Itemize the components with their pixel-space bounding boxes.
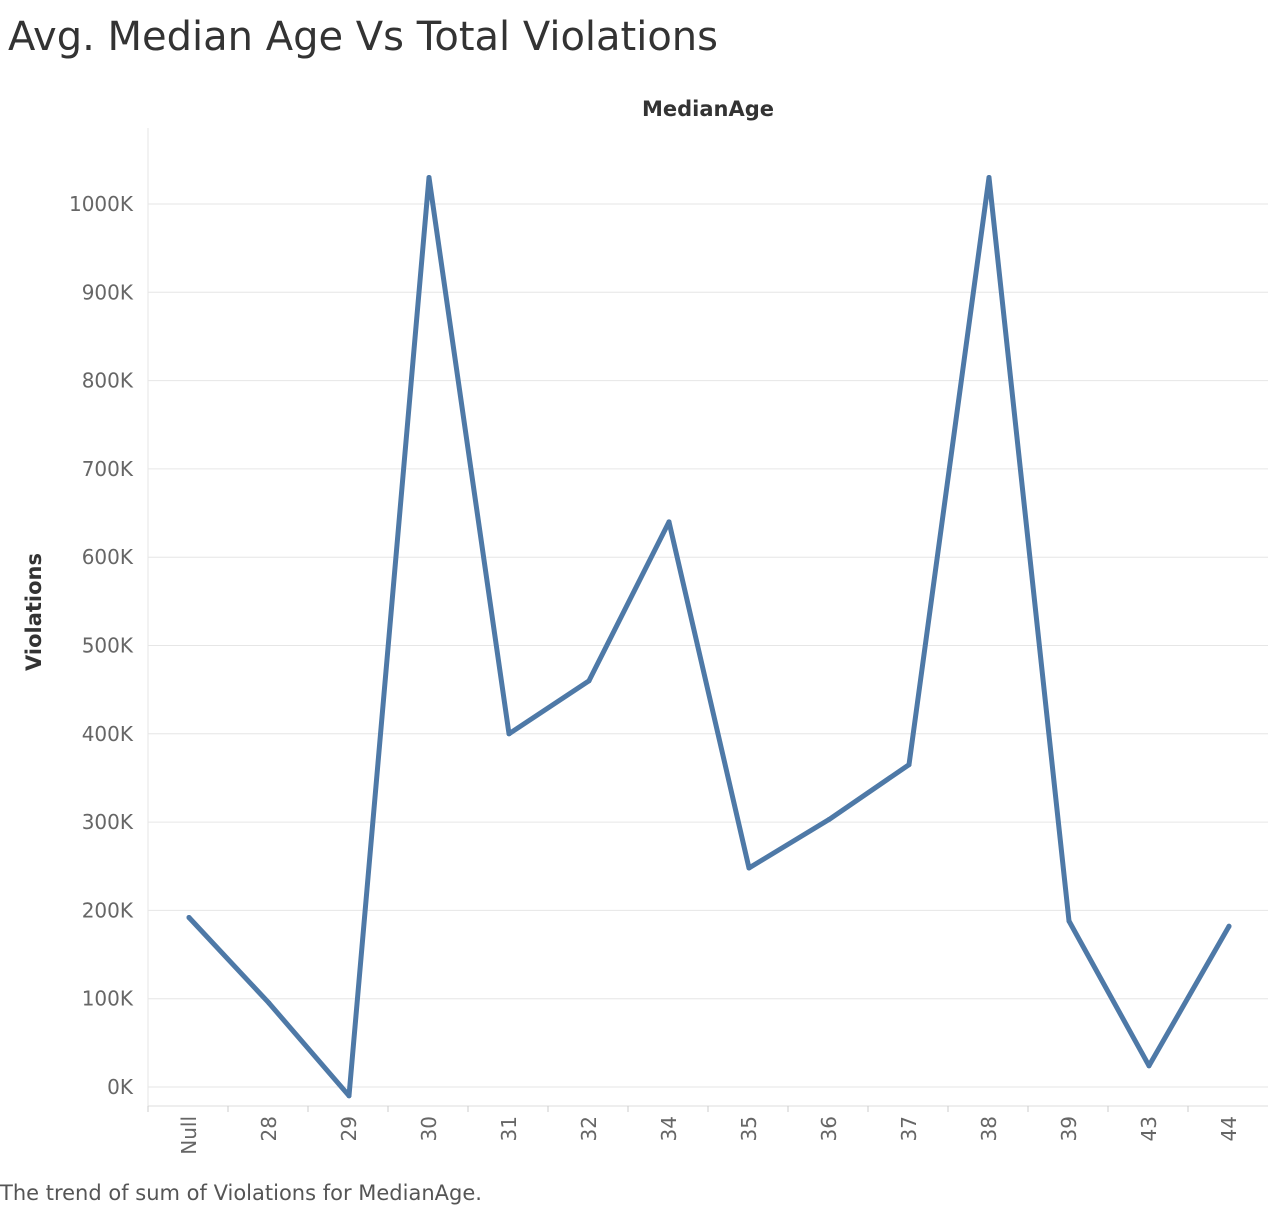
data-point xyxy=(1146,1063,1152,1069)
page-title: Avg. Median Age Vs Total Violations xyxy=(8,14,718,60)
y-tick-label: 800K xyxy=(82,369,134,393)
series xyxy=(186,175,1232,1099)
x-tick-label: 31 xyxy=(497,1116,521,1141)
y-tick-label: 100K xyxy=(82,987,134,1011)
data-point xyxy=(1226,923,1232,929)
x-tick-label: 34 xyxy=(657,1116,681,1141)
y-tick-label: 900K xyxy=(82,280,134,304)
data-point xyxy=(426,175,432,180)
data-point xyxy=(586,678,592,684)
x-tick-label: 35 xyxy=(737,1116,761,1141)
x-axis-title: MedianAge xyxy=(642,97,774,121)
y-tick-label: 0K xyxy=(107,1075,134,1099)
x-tick-labels: Null 28 29 30 31 32 34 35 36 37 38 39 43 44 xyxy=(177,1116,1241,1155)
y-tick-label: 500K xyxy=(82,634,134,658)
chart-caption: The trend of sum of Violations for Media… xyxy=(0,1181,482,1205)
y-tick-label: 200K xyxy=(82,898,134,922)
data-point xyxy=(506,731,512,737)
x-tick-label: 38 xyxy=(977,1116,1001,1141)
x-tick-label: 39 xyxy=(1057,1116,1081,1141)
axes xyxy=(147,128,1268,1112)
series-line-violations xyxy=(186,175,1232,1099)
y-tick-label: 400K xyxy=(82,722,134,746)
x-tick-label: 32 xyxy=(577,1116,601,1141)
y-tick-labels: 0K 100K 200K 300K 400K 500K 600K 700K 800K 900K 10… xyxy=(69,192,134,1099)
data-point xyxy=(906,762,912,768)
y-tick-label: 300K xyxy=(82,810,134,834)
data-point xyxy=(186,915,192,920)
x-tick-label: Null xyxy=(177,1116,201,1155)
y-tick-label: 700K xyxy=(82,457,134,481)
data-point xyxy=(1066,918,1072,924)
data-point xyxy=(826,817,832,822)
gridlines xyxy=(148,203,1268,1088)
data-point xyxy=(986,175,992,180)
x-tick-label: 30 xyxy=(417,1116,441,1141)
data-point xyxy=(746,865,752,871)
data-point xyxy=(266,1000,272,1006)
data-point xyxy=(346,1093,352,1099)
y-axis-title: Violations xyxy=(22,553,46,671)
x-tick-label: 37 xyxy=(897,1116,921,1141)
x-tick-label: 44 xyxy=(1217,1116,1241,1141)
x-tick-label: 43 xyxy=(1137,1116,1161,1141)
x-tick-label: 28 xyxy=(257,1116,281,1141)
x-tick-label: 29 xyxy=(337,1116,361,1141)
data-point xyxy=(666,519,672,525)
y-tick-label: 600K xyxy=(82,545,134,569)
x-tick-label: 36 xyxy=(817,1116,841,1141)
y-tick-label: 1000K xyxy=(69,192,134,216)
